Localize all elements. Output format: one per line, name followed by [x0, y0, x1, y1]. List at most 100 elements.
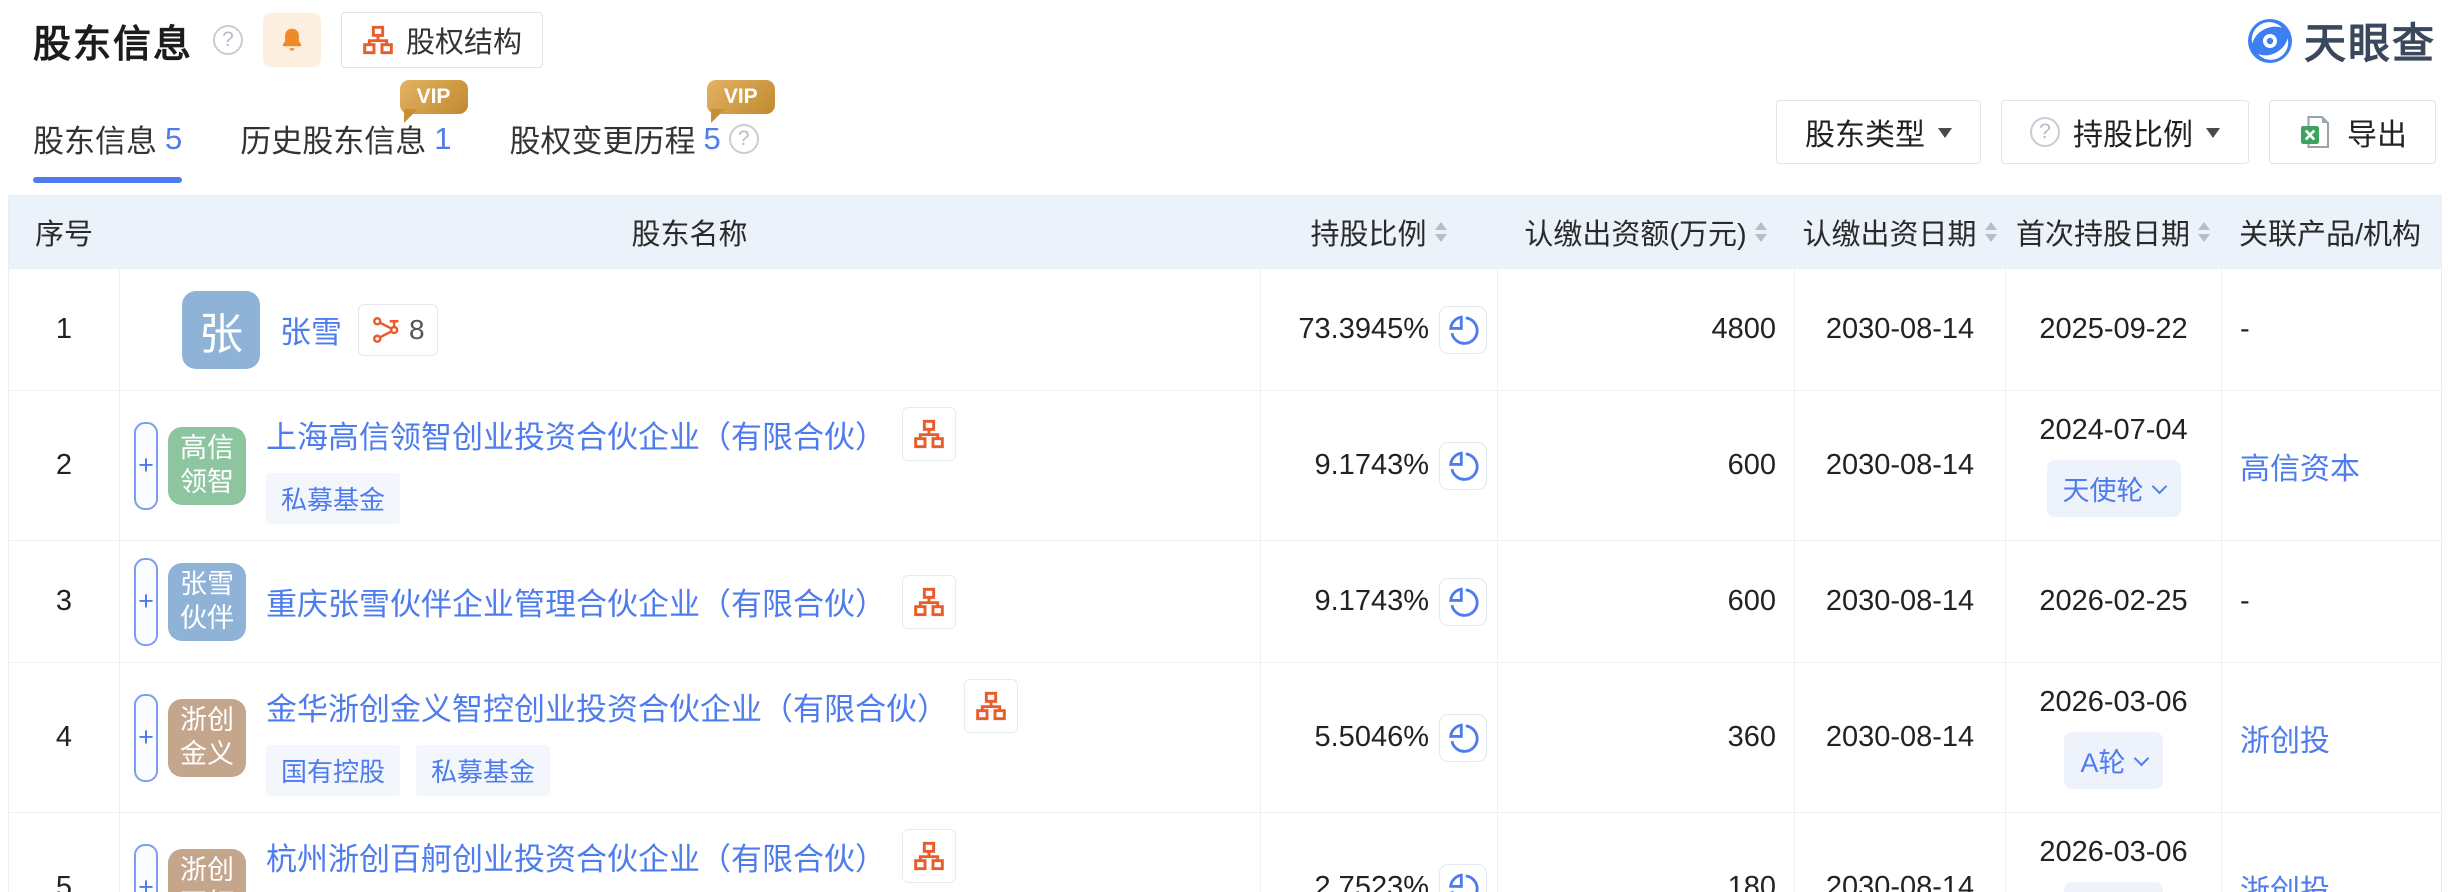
tab-help-icon[interactable]: ?	[728, 123, 759, 154]
first-date-cell: 2026-02-25	[2005, 541, 2221, 662]
equity-graph-icon	[372, 316, 399, 343]
equity-graph-badge[interactable]: 8	[358, 303, 438, 356]
amount-cell: 360	[1497, 663, 1794, 812]
first-date-value: 2026-02-25	[2039, 585, 2188, 617]
amount-cell: 4800	[1497, 269, 1794, 390]
row-index: 1	[55, 313, 73, 345]
ratio-cell: 73.3945%	[1260, 269, 1497, 390]
shareholder-name-link[interactable]: 金华浙创金义智控创业投资合伙企业（有限合伙）	[266, 691, 948, 727]
tabs-row: 股东信息 5 历史股东信息 1 VIP 股权变更历程 5 ? VIP	[33, 80, 775, 183]
avatar-line: 张雪	[180, 568, 234, 599]
shareholder-name-link[interactable]: 上海高信领智创业投资合伙企业（有限合伙）	[266, 419, 886, 455]
tab-label: 历史股东信息	[240, 124, 427, 159]
pie-chart-icon	[1449, 722, 1479, 753]
column-label: 认缴出资日期	[1802, 219, 1977, 251]
title-help-icon[interactable]: ?	[213, 25, 244, 55]
ratio-value: 2.7523%	[1314, 871, 1430, 892]
sort-icon[interactable]	[1984, 216, 1997, 248]
pie-chart-button[interactable]	[1439, 577, 1487, 626]
column-label: 认缴出资额(万元)	[1524, 219, 1747, 251]
amount-cell: 180	[1497, 813, 1794, 892]
shareholder-name-link[interactable]: 重庆张雪伙伴企业管理合伙企业（有限合伙）	[266, 587, 886, 622]
avatar-line: 领智	[180, 466, 234, 497]
funding-round-chip[interactable]: A轮	[2064, 882, 2163, 892]
table-row: 5 + 浙创 百舸 杭州浙创百舸创业投资合伙企业（有限合伙） 国有控股	[9, 812, 2441, 892]
tab-count: 1	[434, 120, 452, 156]
ratio-value: 9.1743%	[1314, 585, 1430, 617]
related-cell: 浙创投	[2221, 813, 2441, 892]
first-date-value: 2026-03-06	[2039, 686, 2188, 718]
equity-structure-icon-button[interactable]	[902, 407, 956, 461]
related-product-link[interactable]: 浙创投	[2240, 724, 2330, 758]
brand-logo: 天眼查	[2246, 10, 2436, 71]
funding-round-chip[interactable]: 天使轮	[2046, 460, 2181, 517]
ratio-value: 5.5046%	[1314, 721, 1430, 753]
bell-icon	[282, 28, 302, 51]
column-header-index: 序号	[34, 219, 93, 251]
funding-round-chip[interactable]: A轮	[2064, 732, 2163, 789]
shareholder-type-dropdown[interactable]: 股东类型	[1776, 100, 1981, 164]
pie-chart-icon	[1449, 450, 1479, 481]
amount-cell: 600	[1497, 541, 1794, 662]
row-index: 4	[55, 721, 73, 753]
row-index: 5	[55, 871, 73, 892]
tab-equity-change-history[interactable]: 股权变更历程 5 ? VIP	[509, 80, 775, 183]
ratio-cell: 5.5046%	[1260, 663, 1497, 812]
table-row: 3 + 张雪 伙伴 重庆张雪伙伴企业管理合伙企业（有限合伙） 9	[9, 540, 2441, 662]
sort-icon[interactable]	[2198, 216, 2210, 248]
org-chart-icon	[914, 587, 944, 616]
related-product-link[interactable]: 高信资本	[2240, 452, 2360, 486]
holding-ratio-label: 持股比例	[2073, 119, 2193, 152]
tianyancha-eye-icon	[2247, 18, 2292, 63]
expand-row-button[interactable]: +	[134, 693, 158, 782]
avatar: 浙创 百舸	[168, 848, 246, 892]
export-button[interactable]: 导出	[2269, 100, 2436, 164]
column-label: 持股比例	[1310, 219, 1427, 251]
column-label: 首次持股日期	[2015, 219, 2190, 251]
first-date-value: 2024-07-04	[2039, 414, 2188, 446]
column-header-ratio: 持股比例	[1260, 211, 1497, 253]
ratio-value: 9.1743%	[1314, 449, 1430, 481]
expand-row-button[interactable]: +	[134, 421, 158, 510]
table-header-row: 序号 股东名称 持股比例 认缴出资额(万元) 认缴出资日期 首次持股日期 关联产…	[9, 196, 2441, 268]
related-product-link[interactable]: 浙创投	[2240, 874, 2330, 892]
expand-row-button[interactable]: +	[134, 557, 158, 646]
avatar: 浙创 金义	[168, 698, 246, 777]
table-row: 2 + 高信 领智 上海高信领智创业投资合伙企业（有限合伙） 私募基金	[9, 390, 2441, 540]
tab-history-shareholder-info[interactable]: 历史股东信息 1 VIP	[240, 80, 468, 183]
first-date-cell: 2026-03-06 A轮	[2005, 813, 2221, 892]
holding-ratio-dropdown[interactable]: ? 持股比例	[2001, 100, 2249, 164]
related-cell: -	[2221, 269, 2441, 390]
equity-structure-icon-button[interactable]	[902, 829, 956, 883]
monitor-bell-button[interactable]	[263, 13, 322, 67]
pie-chart-icon	[1449, 586, 1479, 617]
ratio-cell: 2.7523%	[1260, 813, 1497, 892]
pie-chart-button[interactable]	[1439, 441, 1487, 490]
tab-label: 股权变更历程	[509, 124, 696, 159]
equity-structure-icon-button[interactable]	[964, 679, 1018, 733]
tab-shareholder-info[interactable]: 股东信息 5	[33, 116, 183, 183]
pie-chart-button[interactable]	[1439, 713, 1487, 762]
row-index: 2	[55, 449, 73, 481]
sort-icon[interactable]	[1434, 216, 1447, 248]
row-index: 3	[55, 585, 73, 617]
holding-ratio-help-icon[interactable]: ?	[2030, 117, 2060, 147]
export-label: 导出	[2347, 119, 2407, 152]
equity-structure-icon-button[interactable]	[902, 574, 956, 629]
shareholder-name-cell: + 张雪 伙伴 重庆张雪伙伴企业管理合伙企业（有限合伙）	[119, 541, 1260, 662]
expand-row-button[interactable]: +	[134, 843, 158, 892]
pie-chart-button[interactable]	[1439, 863, 1487, 892]
shareholder-name-link[interactable]: 杭州浙创百舸创业投资合伙企业（有限合伙）	[266, 841, 886, 877]
subscribe-date-cell: 2030-08-14	[1794, 663, 2005, 812]
shareholder-name-link[interactable]: 张雪	[280, 315, 342, 350]
excel-icon	[2301, 115, 2330, 149]
pie-chart-button[interactable]	[1439, 305, 1487, 354]
ratio-cell: 9.1743%	[1260, 391, 1497, 540]
avatar-line: 百舸	[180, 888, 234, 892]
equity-structure-button[interactable]: 股权结构	[341, 12, 544, 68]
chevron-down-icon	[2151, 478, 2167, 494]
sort-icon[interactable]	[1754, 216, 1767, 248]
org-chart-icon	[914, 841, 944, 871]
column-header-first-date: 首次持股日期	[2005, 211, 2221, 253]
